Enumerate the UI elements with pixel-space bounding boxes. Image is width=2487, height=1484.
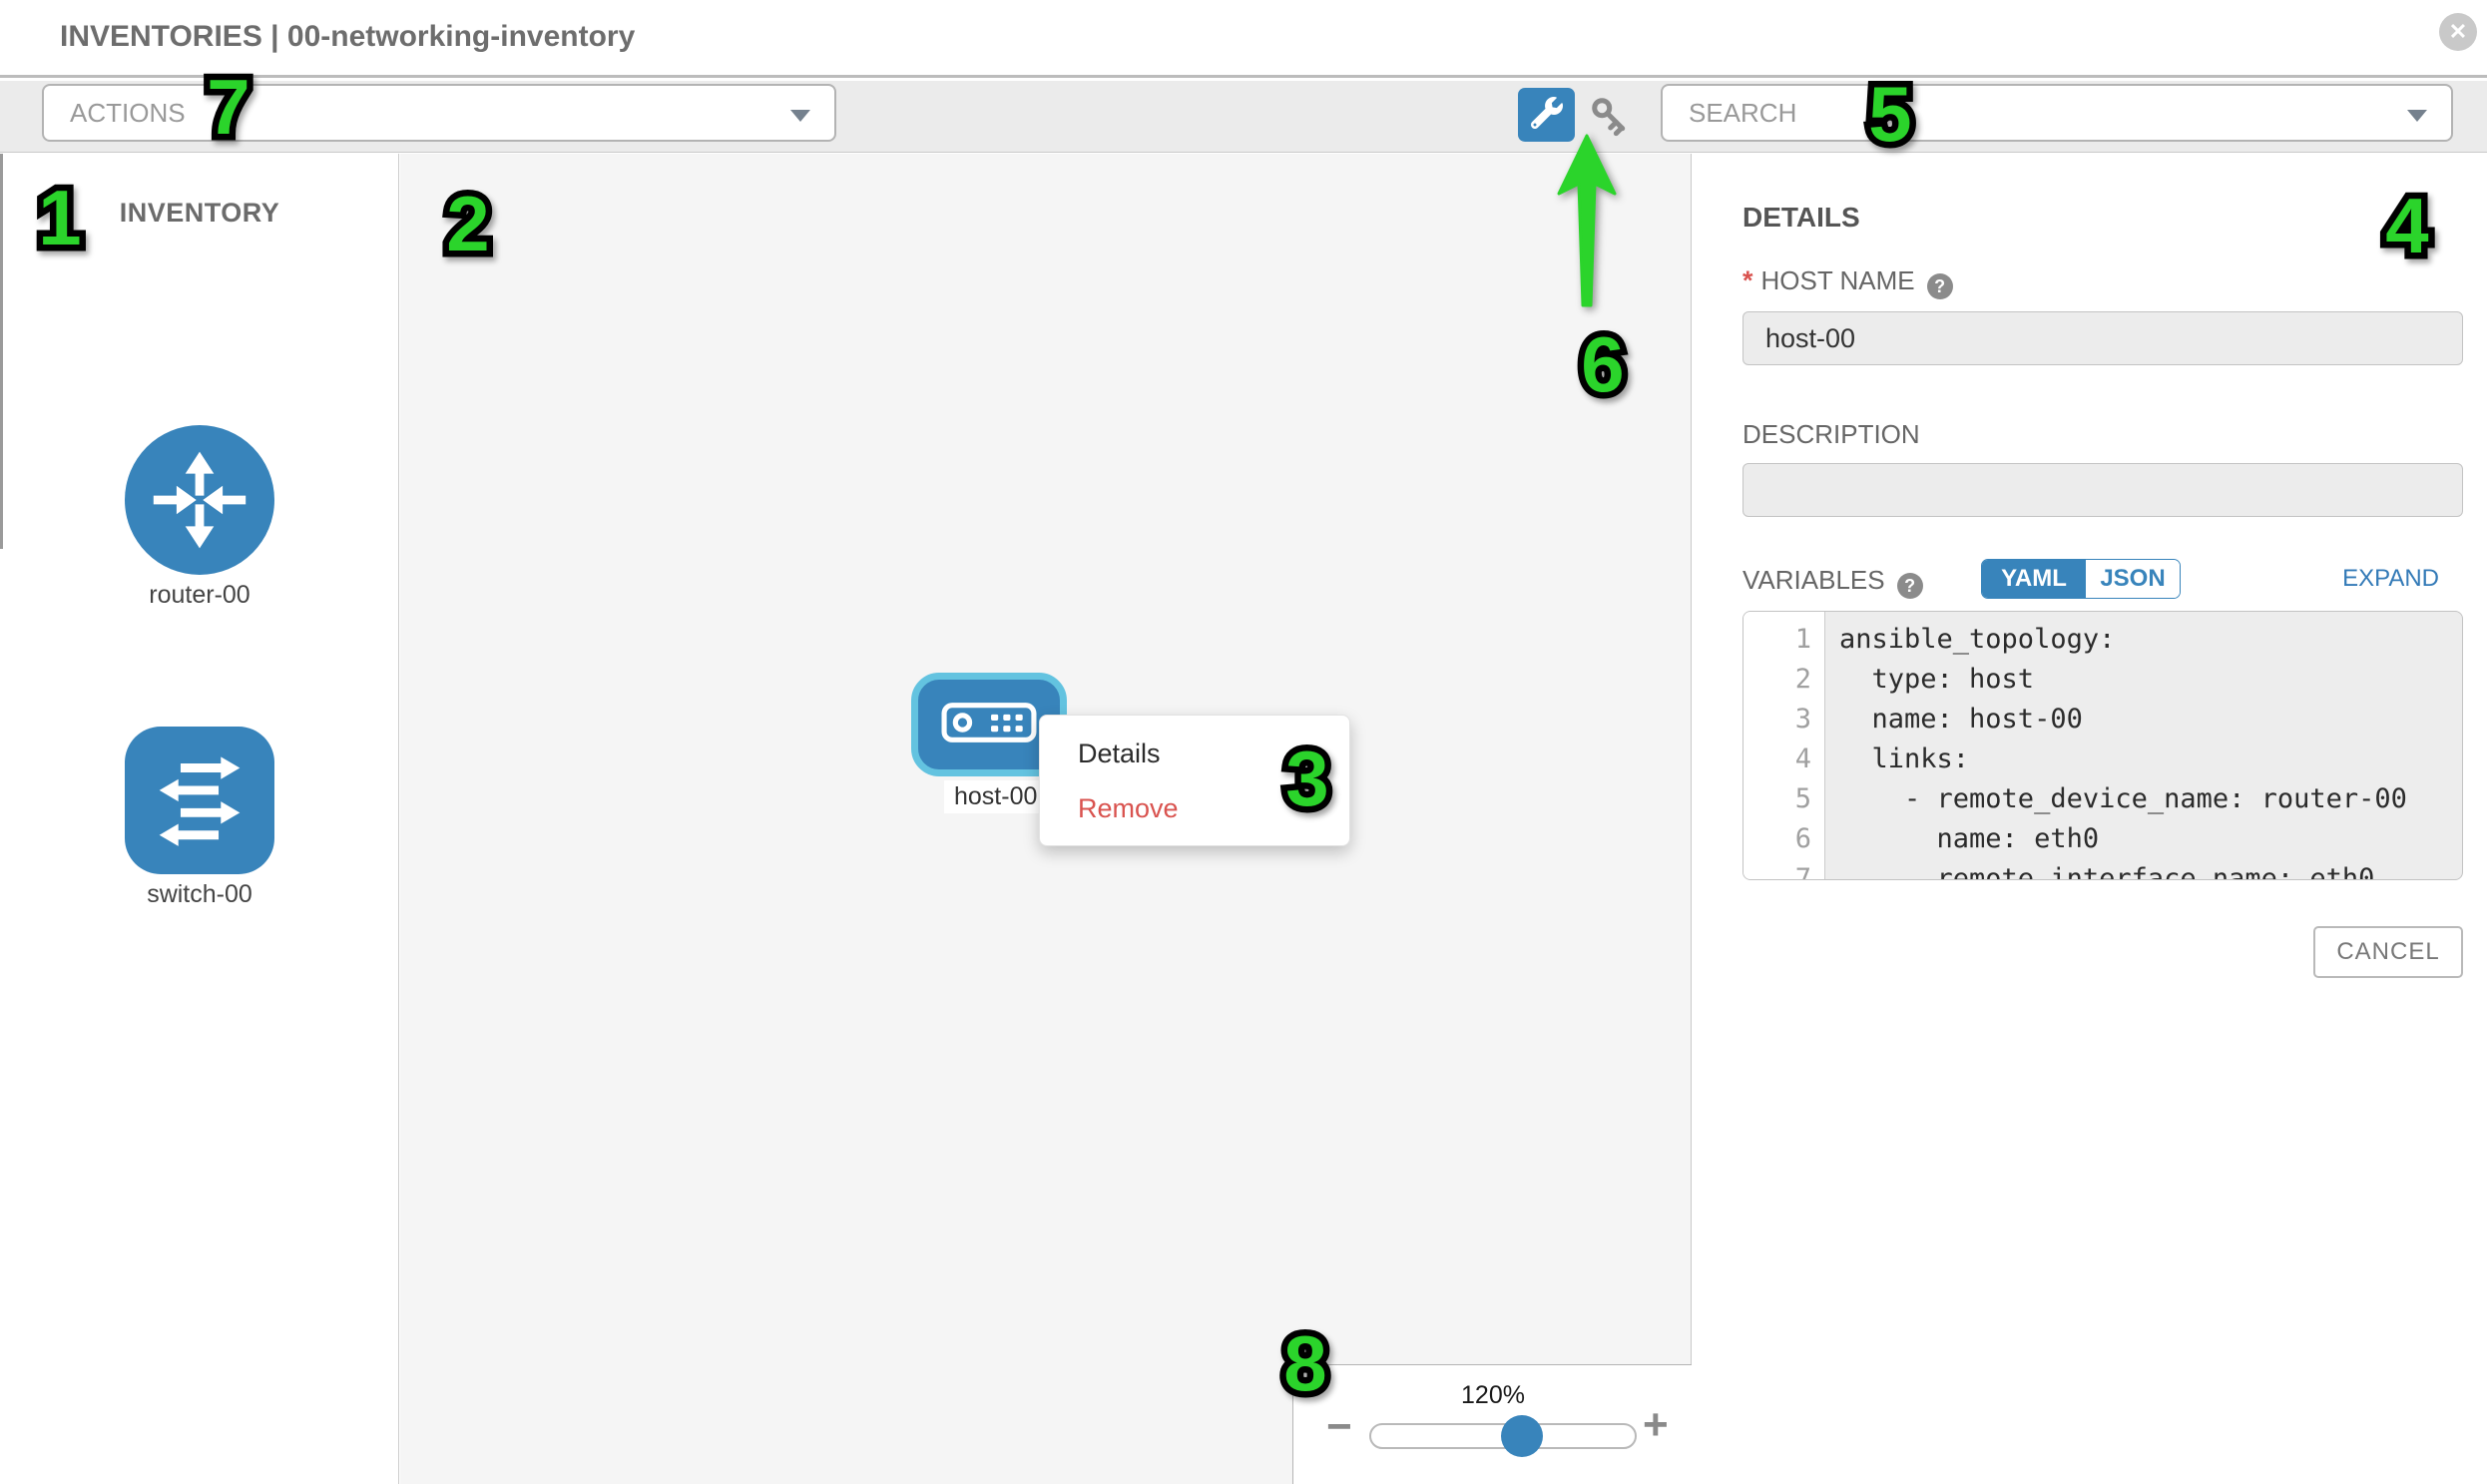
code-line: - remote_device_name: router-00 [1839,783,2407,814]
canvas-node-label: host-00 [944,780,1048,813]
code-line: type: host [1839,664,2035,695]
app-header: INVENTORIES | 00-networking-inventory ✕ [0,0,2487,78]
sidebar-scrollbar[interactable] [0,154,3,549]
switch-icon [125,727,274,874]
line-number: 3 [1794,704,1811,735]
code-line: name: host-00 [1839,704,2083,735]
editor-line-numbers: 1 2 3 4 5 6 7 [1743,612,1825,879]
zoom-out-button[interactable]: − [1326,1402,1352,1451]
line-number: 5 [1794,783,1811,814]
zoom-level-label: 120% [1461,1381,1525,1409]
line-number: 4 [1794,743,1811,774]
expand-link[interactable]: EXPAND [2342,565,2439,592]
zoom-slider-thumb[interactable] [1501,1415,1543,1457]
key-icon [1585,98,1635,144]
line-number: 7 [1794,863,1811,880]
close-button[interactable]: ✕ [2439,13,2477,51]
topology-canvas[interactable]: host-00 Details Remove 120% − + [400,154,1692,1484]
code-line: name: eth0 [1839,823,2100,854]
inventory-item-switch[interactable]: switch-00 [0,727,399,909]
inventory-item-label: router-00 [149,581,250,609]
description-input[interactable] [1742,463,2463,517]
context-menu-item-remove[interactable]: Remove [1078,793,1179,823]
line-number: 6 [1794,823,1811,854]
chevron-down-icon [790,110,810,122]
host-name-label-row: * HOST NAME? [1742,265,1953,299]
variables-format-toggle: YAML JSON [1981,559,2181,599]
line-number: 2 [1794,664,1811,695]
help-icon[interactable]: ? [1926,273,1953,299]
inventory-item-label: switch-00 [147,880,252,908]
required-asterisk: * [1742,265,1753,295]
variables-editor[interactable]: 1 2 3 4 5 6 7 ansible_topology: type: ho… [1742,611,2463,880]
host-name-input[interactable] [1742,311,2463,365]
help-icon[interactable]: ? [1896,573,1923,599]
actions-dropdown[interactable]: ACTIONS [42,84,836,142]
context-menu: Details Remove [1039,715,1350,846]
wrench-icon [1530,96,1563,134]
host-icon [941,702,1037,748]
close-icon: ✕ [2448,19,2468,44]
editor-code: ansible_topology: type: host name: host-… [1825,612,2462,879]
actions-dropdown-label: ACTIONS [70,97,186,128]
zoom-control-panel: 120% − + [1292,1364,1692,1484]
details-panel: DETAILS *HOST NAME? DESCRIPTION VARIABLE… [1693,154,2487,1484]
format-toggle-yaml[interactable]: YAML [1982,560,2086,598]
host-name-label: HOST NAME [1760,265,1915,295]
key-credential-button[interactable] [1585,92,1635,140]
inventory-panel: INVENTORY router-00 [0,154,399,1484]
inventory-item-router[interactable]: router-00 [0,425,399,610]
code-line: remote_interface_name: eth0 [1839,863,2375,880]
format-toggle-json[interactable]: JSON [2086,560,2180,598]
search-placeholder: SEARCH [1689,97,1797,128]
inventory-panel-title: INVENTORY [119,198,280,228]
variables-label: VARIABLES [1742,565,1885,595]
search-dropdown[interactable]: SEARCH [1661,84,2453,142]
line-number: 1 [1794,624,1811,655]
router-icon [125,425,274,575]
context-menu-item-details[interactable]: Details [1078,739,1161,768]
configure-topology-button[interactable] [1518,88,1575,142]
details-panel-title: DETAILS [1742,202,1860,233]
chevron-down-icon [2407,110,2427,122]
cancel-button[interactable]: CANCEL [2313,926,2463,978]
code-line: links: [1839,743,1970,774]
code-line: ansible_topology: [1839,624,2116,655]
variables-row: VARIABLES? YAML JSON EXPAND [1742,559,2463,609]
page-title: INVENTORIES | 00-networking-inventory [60,20,636,53]
description-label: DESCRIPTION [1742,419,1920,449]
zoom-in-button[interactable]: + [1643,1400,1669,1449]
